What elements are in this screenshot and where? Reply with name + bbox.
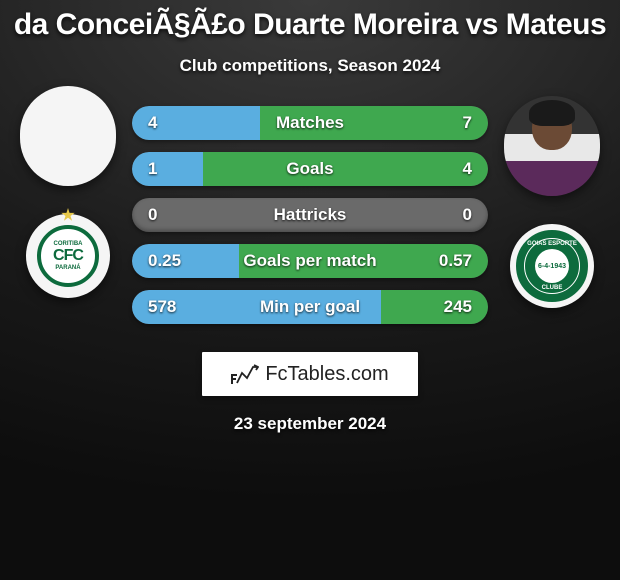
right-player-column: GOIAS ESPORTE 6-4-1943 CLUBE	[492, 96, 612, 308]
club-badge-left-bottomtext: PARANÁ	[55, 265, 80, 272]
player-right-avatar	[504, 96, 600, 196]
date-text: 23 september 2024	[0, 414, 620, 434]
club-badge-left-inner: CORITIBA CFC PARANÁ	[37, 225, 99, 287]
stat-bar: 4 7 Matches	[132, 106, 488, 140]
avatar-placeholder-icon	[20, 86, 116, 186]
stat-value-right: 0.57	[439, 251, 472, 271]
stat-label: Goals	[286, 159, 333, 179]
stat-label: Goals per match	[243, 251, 376, 271]
club-badge-right: GOIAS ESPORTE 6-4-1943 CLUBE	[510, 224, 594, 308]
page-subtitle: Club competitions, Season 2024	[0, 56, 620, 76]
club-badge-left: CORITIBA CFC PARANÁ	[26, 214, 110, 298]
stat-label: Hattricks	[274, 205, 347, 225]
stat-value-left: 4	[148, 113, 157, 133]
content-root: da ConceiÃ§Ã£o Duarte Moreira vs Mateus …	[0, 0, 620, 580]
fctables-logo-icon	[231, 363, 259, 385]
stat-value-right: 245	[444, 297, 472, 317]
main-row: CORITIBA CFC PARANÁ 4 7 Matches 1 4 Goals 0 0 Ha…	[0, 106, 620, 324]
stat-value-right: 7	[463, 113, 472, 133]
stat-bar: 578 245 Min per goal	[132, 290, 488, 324]
stat-bar-right-fill	[203, 152, 488, 186]
stat-bar: 0.25 0.57 Goals per match	[132, 244, 488, 278]
stat-bar-left-fill	[132, 152, 203, 186]
page-title: da ConceiÃ§Ã£o Duarte Moreira vs Mateus	[0, 8, 620, 42]
stat-bar: 0 0 Hattricks	[132, 198, 488, 232]
avatar-photo-icon	[504, 96, 600, 196]
stat-value-left: 1	[148, 159, 157, 179]
stat-value-left: 578	[148, 297, 176, 317]
stat-value-left: 0.25	[148, 251, 181, 271]
branding-badge: FcTables.com	[202, 352, 418, 396]
stats-column: 4 7 Matches 1 4 Goals 0 0 Hattricks 0.25 0.57 Goals…	[128, 106, 492, 324]
club-badge-right-toptext: GOIAS ESPORTE	[521, 241, 583, 247]
stat-bar: 1 4 Goals	[132, 152, 488, 186]
club-badge-right-inner: GOIAS ESPORTE 6-4-1943 CLUBE	[516, 230, 588, 302]
stat-label: Min per goal	[260, 297, 360, 317]
player-left-avatar	[20, 86, 116, 186]
stat-value-right: 0	[463, 205, 472, 225]
club-badge-left-abbr: CFC	[53, 247, 83, 265]
club-badge-left-toptext: CORITIBA	[54, 241, 83, 248]
stat-value-left: 0	[148, 205, 157, 225]
left-player-column: CORITIBA CFC PARANÁ	[8, 86, 128, 298]
stat-value-right: 4	[463, 159, 472, 179]
stat-label: Matches	[276, 113, 344, 133]
branding-text: FcTables.com	[265, 363, 388, 386]
club-badge-right-bottomtext: CLUBE	[521, 285, 583, 291]
